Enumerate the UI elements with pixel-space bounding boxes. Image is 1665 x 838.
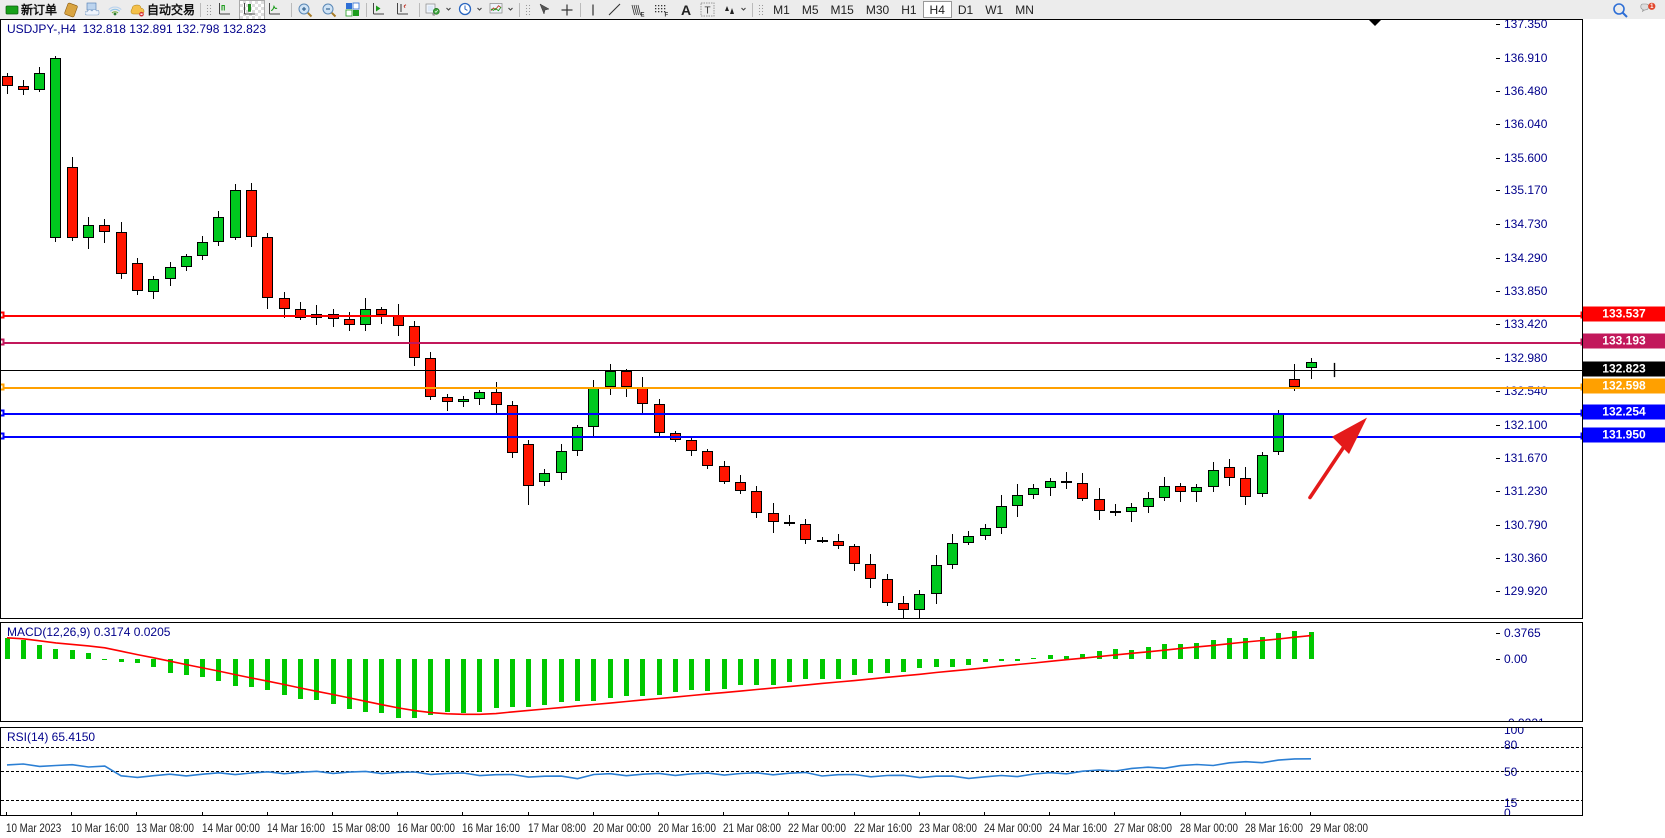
svg-text:E: E <box>641 12 645 18</box>
svg-text:F: F <box>665 12 669 18</box>
svg-text:T: T <box>705 5 711 16</box>
